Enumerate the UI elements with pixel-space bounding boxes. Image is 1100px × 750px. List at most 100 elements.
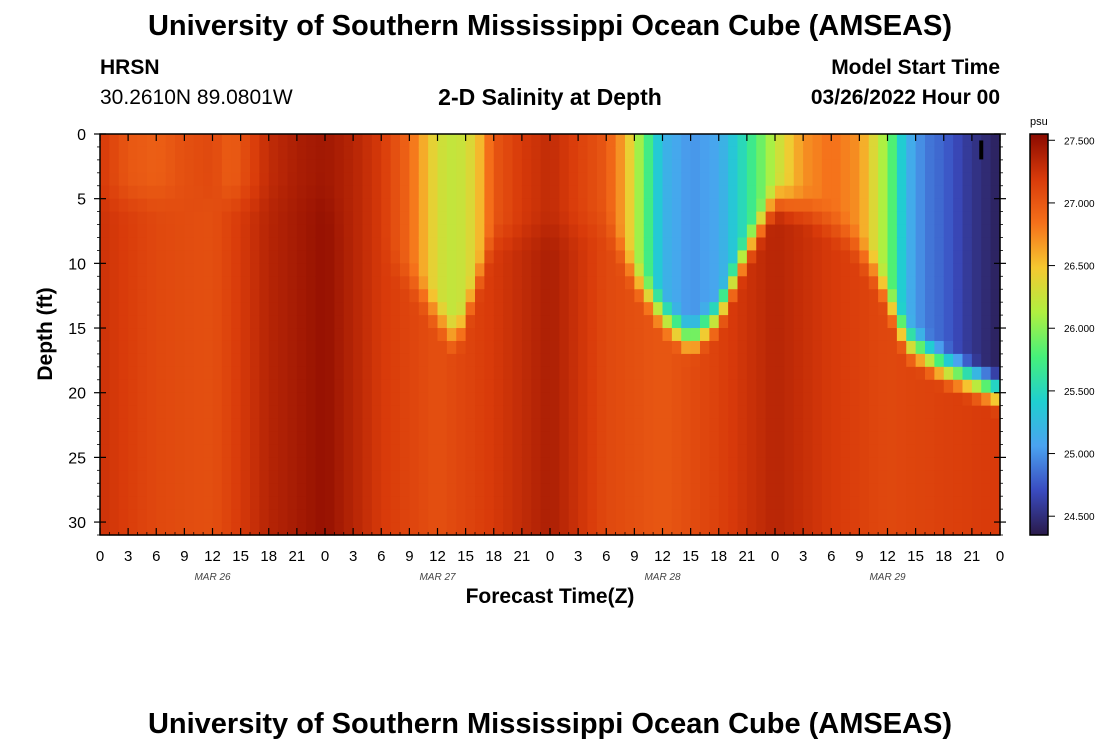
heatmap-cell: [550, 340, 560, 355]
heatmap-cell: [859, 509, 870, 523]
heatmap-cell: [953, 392, 964, 407]
heatmap-cell: [690, 392, 701, 407]
heatmap-cell: [268, 250, 279, 264]
heatmap-cell: [465, 457, 476, 471]
heatmap-cell: [250, 522, 260, 536]
heatmap-cell: [512, 328, 523, 342]
heatmap-cell: [662, 444, 673, 458]
heatmap-cell: [775, 237, 785, 252]
heatmap-cell: [821, 289, 832, 303]
heatmap-cell: [671, 509, 682, 523]
heatmap-cell: [353, 237, 364, 252]
heatmap-cell: [850, 522, 860, 536]
heatmap-cell: [559, 340, 570, 355]
heatmap-cell: [868, 418, 879, 433]
heatmap-cell: [606, 470, 617, 484]
heatmap-cell: [878, 224, 889, 239]
heatmap-cell: [775, 146, 785, 161]
heatmap-cell: [268, 392, 279, 407]
heatmap-cell: [925, 237, 935, 252]
heatmap-cell: [981, 431, 992, 446]
heatmap-cell: [371, 328, 382, 342]
heatmap-cell: [615, 302, 626, 316]
heatmap-cell: [334, 522, 345, 536]
heatmap-cell: [381, 159, 392, 174]
heatmap-cell: [915, 302, 926, 316]
heatmap-cell: [859, 522, 870, 536]
heatmap-cell: [381, 496, 392, 510]
heatmap-cell: [934, 276, 945, 290]
heatmap-cell: [662, 172, 673, 187]
heatmap-cell: [896, 470, 907, 484]
heatmap-cell: [643, 328, 654, 342]
heatmap-cell: [775, 289, 785, 303]
heatmap-cell: [634, 289, 645, 303]
heatmap-cell: [203, 276, 214, 290]
heatmap-cell: [146, 522, 157, 536]
heatmap-cell: [128, 379, 139, 394]
heatmap-cell: [287, 328, 298, 342]
heatmap-cell: [803, 496, 814, 510]
heatmap-cell: [690, 289, 701, 303]
x-tick-label: 3: [349, 548, 357, 565]
heatmap-cell: [587, 276, 598, 290]
heatmap-cell: [756, 379, 767, 394]
heatmap-cell: [240, 470, 251, 484]
heatmap-cell: [896, 483, 907, 497]
heatmap-cell: [550, 134, 560, 148]
heatmap-cell: [587, 353, 598, 368]
heatmap-cell: [137, 431, 148, 446]
heatmap-cell: [493, 289, 504, 303]
heatmap-cell: [193, 289, 204, 303]
heatmap-cell: [428, 522, 439, 536]
heatmap-cell: [362, 470, 373, 484]
heatmap-cell: [306, 392, 317, 407]
heatmap-cell: [493, 315, 504, 329]
heatmap-cell: [784, 159, 795, 174]
heatmap-cell: [812, 496, 823, 510]
heatmap-cell: [803, 444, 814, 458]
heatmap-cell: [653, 509, 664, 523]
heatmap-cell: [606, 483, 617, 497]
heatmap-cell: [484, 198, 495, 213]
heatmap-cell: [334, 134, 345, 148]
heatmap-cell: [887, 431, 898, 446]
heatmap-cell: [306, 185, 317, 200]
heatmap-cell: [765, 470, 776, 484]
heatmap-cell: [596, 263, 607, 277]
heatmap-cell: [493, 276, 504, 290]
heatmap-cell: [193, 172, 204, 187]
heatmap-cell: [550, 289, 560, 303]
heatmap-cell: [746, 496, 757, 510]
heatmap-cell: [681, 134, 692, 148]
heatmap-cell: [643, 302, 654, 316]
heatmap-cell: [137, 444, 148, 458]
heatmap-cell: [662, 315, 673, 329]
heatmap-cell: [221, 198, 232, 213]
heatmap-cell: [381, 405, 392, 420]
heatmap-cell: [981, 522, 992, 536]
heatmap-cell: [737, 340, 748, 355]
heatmap-cell: [793, 431, 804, 446]
heatmap-cell: [540, 302, 551, 316]
heatmap-cell: [296, 522, 307, 536]
heatmap-cell: [850, 134, 860, 148]
heatmap-cell: [559, 315, 570, 329]
heatmap-cell: [446, 211, 457, 226]
heatmap-cell: [278, 237, 289, 252]
heatmap-cell: [625, 418, 635, 433]
heatmap-cell: [306, 366, 317, 381]
heatmap-cell: [765, 418, 776, 433]
heatmap-cell: [671, 276, 682, 290]
heatmap-cell: [578, 134, 589, 148]
heatmap-cell: [784, 211, 795, 226]
x-tick-label: 3: [124, 548, 132, 565]
heatmap-cell: [175, 379, 185, 394]
heatmap-cell: [746, 379, 757, 394]
heatmap-cell: [475, 237, 485, 252]
heatmap-cell: [906, 392, 917, 407]
heatmap-cell: [981, 366, 992, 381]
heatmap-cell: [512, 289, 523, 303]
heatmap-cell: [128, 237, 139, 252]
heatmap-cell: [315, 392, 326, 407]
